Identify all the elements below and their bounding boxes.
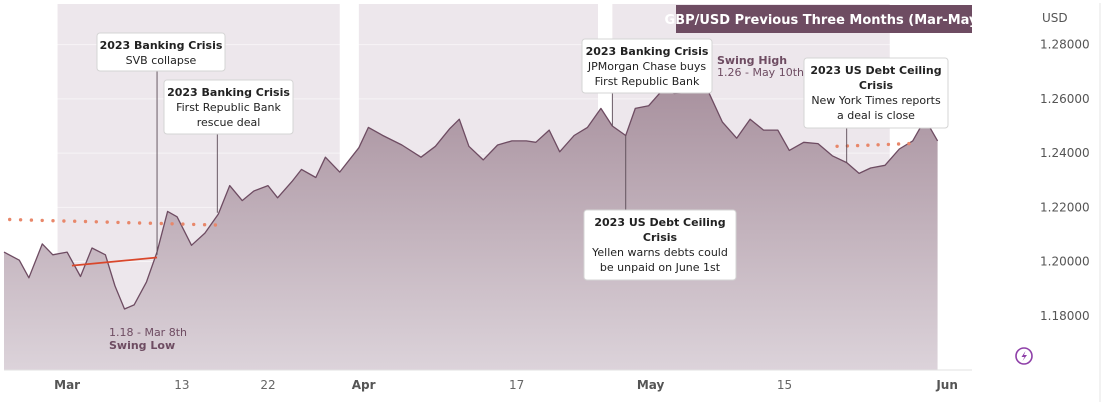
annotation-title: 2023 US Debt Ceiling — [810, 64, 941, 77]
annotation-title: 2023 US Debt Ceiling — [594, 216, 725, 229]
dot — [148, 221, 153, 225]
annotation-line: JPMorgan Chase buys — [587, 60, 706, 73]
x-tick-label: 13 — [174, 378, 189, 392]
y-tick-label: 1.22000 — [1040, 200, 1090, 214]
dot — [159, 221, 163, 226]
dot — [835, 144, 839, 148]
annotation-line: Crisis — [859, 79, 894, 92]
annotation-line: Yellen warns debts could — [591, 246, 728, 259]
y-tick-label: 1.26000 — [1040, 92, 1090, 106]
red-trend-line — [71, 256, 158, 267]
dot — [83, 219, 88, 224]
dot — [202, 223, 207, 227]
annotation-line: rescue deal — [197, 116, 261, 129]
y-axis: 1.28000 1.26000 1.24000 1.22000 1.20000 1.180… — [1040, 38, 1090, 323]
currency-label: USD — [1042, 11, 1068, 25]
dot — [907, 141, 911, 146]
swing-low-label: Swing Low — [109, 339, 175, 352]
annotation-4: 2023 US Debt Ceiling Crisis New York Times… — [803, 57, 949, 129]
swing-high-label: Swing High — [717, 54, 787, 67]
annotation-line: First Republic Bank — [176, 101, 281, 114]
annotation-title: 2023 Banking Crisis — [586, 45, 709, 58]
annotation-line: SVB collapse — [126, 54, 197, 67]
dot — [181, 222, 185, 226]
lightning-icon[interactable] — [1015, 347, 1033, 365]
annotation-line: be unpaid on June 1st — [600, 261, 721, 274]
dot — [213, 223, 218, 227]
annotation-0: 2023 Banking Crisis SVB collapse — [96, 32, 226, 72]
y-tick-label: 1.20000 — [1040, 255, 1090, 269]
dot — [51, 219, 55, 223]
x-tick-label: 15 — [777, 378, 792, 392]
y-tick-label: 1.24000 — [1040, 146, 1090, 160]
annotation-box — [163, 79, 294, 135]
x-tick-label: Jun — [935, 378, 958, 392]
dot — [886, 142, 891, 147]
dot — [845, 144, 850, 148]
chart-title: GBP/USD Previous Three Months (Mar-May) — [665, 13, 984, 28]
annotation-box — [581, 38, 713, 94]
dot — [127, 221, 131, 225]
swing-high-value: 1.26 - May 10th — [717, 66, 804, 79]
y-tick-label: 1.18000 — [1040, 309, 1090, 323]
annotation-line: Crisis — [643, 231, 678, 244]
dot — [8, 217, 12, 222]
annotation-title: 2023 Banking Crisis — [100, 39, 223, 52]
x-tick-label: Mar — [54, 378, 80, 392]
dot — [73, 219, 77, 223]
x-tick-label: Apr — [352, 378, 376, 392]
dot — [40, 218, 44, 223]
dot — [116, 220, 120, 225]
area-fill — [4, 89, 938, 371]
annotation-box — [96, 32, 226, 72]
price-area — [3, 88, 939, 371]
annotation-line: a deal is close — [837, 109, 915, 122]
x-tick-label: 22 — [260, 378, 275, 392]
dot — [192, 222, 196, 227]
title-banner — [676, 5, 972, 33]
dot — [105, 220, 109, 224]
dot — [876, 143, 880, 147]
annotation-1: 2023 Banking Crisis First Republic Bank re… — [163, 79, 294, 135]
swing-low-value: 1.18 - Mar 8th — [109, 326, 187, 339]
x-axis: Mar 13 22 Apr 17 May 15 Jun — [54, 378, 958, 392]
x-tick-label: 17 — [509, 378, 524, 392]
annotation-3: 2023 US Debt Ceiling Crisis Yellen warns d… — [583, 209, 737, 281]
annotation-line: First Republic Bank — [595, 75, 700, 88]
red-line — [71, 256, 158, 267]
annotation-box — [803, 57, 949, 129]
dot — [896, 142, 901, 146]
dot — [866, 143, 870, 147]
dotted-line-0 — [8, 217, 218, 227]
y-tick-label: 1.28000 — [1040, 38, 1090, 52]
annotation-connectors — [156, 71, 848, 255]
annotation-box — [583, 209, 737, 281]
dot — [94, 220, 99, 224]
dot — [29, 218, 34, 222]
dot — [18, 218, 23, 222]
annotation-title: 2023 Banking Crisis — [167, 86, 290, 99]
dot — [170, 222, 174, 226]
annotation-2: 2023 Banking Crisis JPMorgan Chase buys Fi… — [581, 38, 713, 94]
dot — [137, 221, 142, 225]
x-tick-label: May — [637, 378, 665, 392]
dot — [62, 219, 66, 223]
annotation-line: New York Times reports — [811, 94, 941, 107]
dot — [855, 143, 860, 148]
